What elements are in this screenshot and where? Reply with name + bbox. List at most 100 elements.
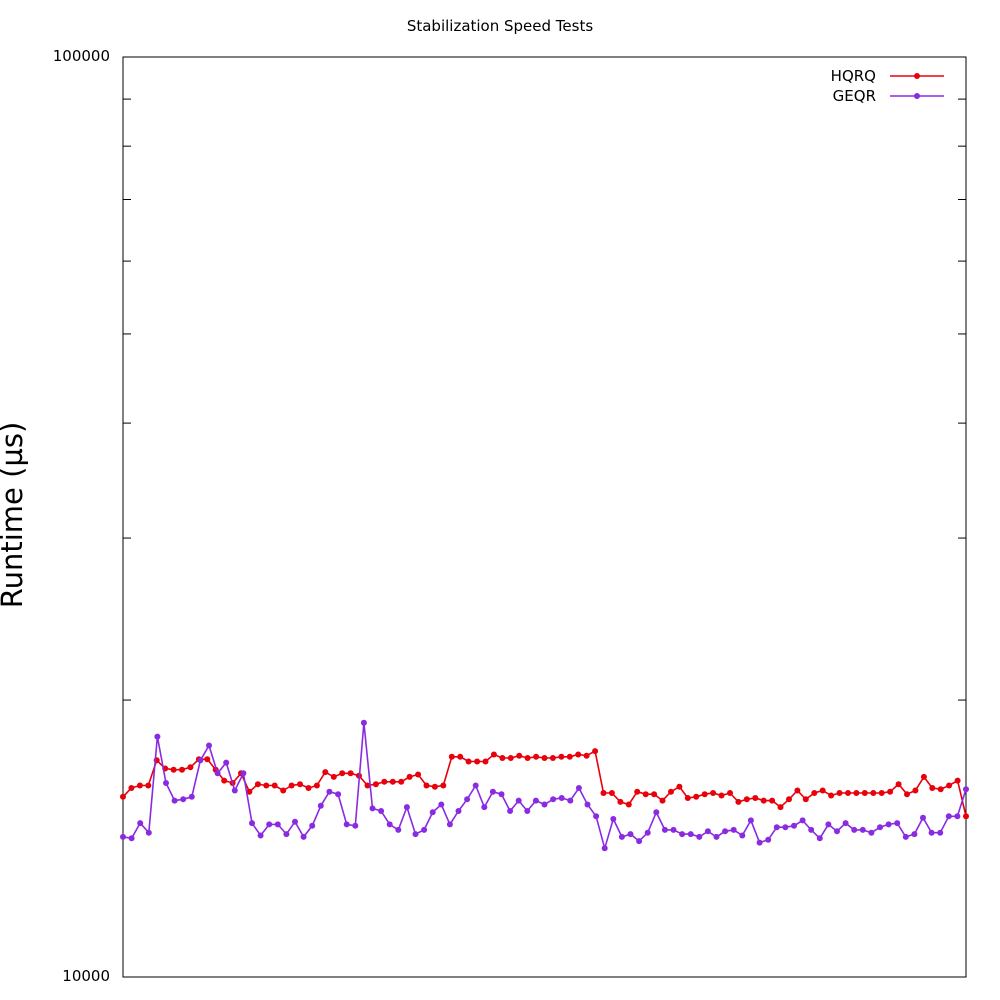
data-point-hqrq: [727, 790, 733, 796]
data-point-hqrq: [347, 770, 354, 777]
data-point-hqrq: [440, 782, 447, 789]
data-point-hqrq: [743, 796, 750, 803]
data-point-hqrq: [330, 773, 337, 780]
data-point-geqr: [163, 780, 169, 786]
data-point-geqr: [180, 796, 187, 803]
data-point-hqrq: [769, 797, 776, 804]
data-point-geqr: [773, 824, 780, 831]
data-point-geqr: [885, 821, 892, 828]
data-point-hqrq: [549, 755, 556, 761]
data-point-geqr: [438, 801, 445, 808]
data-point-hqrq: [617, 798, 624, 805]
data-point-hqrq: [381, 778, 388, 785]
data-point-hqrq: [457, 753, 464, 760]
data-point-hqrq: [145, 782, 152, 789]
data-point-hqrq: [625, 801, 632, 808]
data-point-geqr: [653, 809, 660, 816]
legend-label-geqr: GEQR: [832, 87, 876, 105]
data-point-geqr: [679, 831, 686, 838]
series-line-geqr: [122, 722, 967, 852]
data-point-geqr: [902, 833, 909, 840]
data-point-hqrq: [887, 788, 894, 795]
data-point-hqrq: [533, 753, 540, 760]
data-point-geqr: [644, 829, 651, 836]
data-point-geqr: [937, 829, 944, 836]
y-axis-label: Runtime (µs): [0, 421, 29, 609]
data-point-geqr: [541, 801, 548, 808]
data-point-hqrq: [760, 797, 767, 804]
data-point-hqrq: [246, 788, 253, 795]
data-point-geqr: [292, 818, 298, 825]
data-point-hqrq: [836, 790, 843, 796]
data-point-geqr: [575, 785, 582, 791]
data-point-hqrq: [406, 773, 413, 780]
data-point-geqr: [558, 795, 565, 801]
data-point-hqrq: [608, 790, 615, 796]
data-point-hqrq: [583, 752, 590, 759]
data-point-hqrq: [516, 752, 523, 759]
data-point-hqrq: [676, 783, 683, 790]
data-point-hqrq: [423, 782, 430, 789]
data-point-geqr: [145, 829, 152, 836]
data-point-hqrq: [389, 778, 396, 785]
data-point-geqr: [455, 808, 462, 814]
data-point-geqr: [704, 828, 711, 835]
data-point-geqr: [808, 826, 815, 833]
legend-marker-hqrq: [914, 73, 920, 79]
data-point-hqrq: [482, 758, 489, 765]
data-point-hqrq: [651, 791, 658, 798]
data-point-hqrq: [786, 796, 792, 803]
data-point-geqr: [636, 838, 643, 845]
data-point-hqrq: [861, 790, 868, 796]
data-point-geqr: [489, 788, 496, 795]
data-point-hqrq: [541, 755, 548, 761]
data-point-hqrq: [828, 792, 835, 799]
legend-marker-geqr: [914, 93, 920, 99]
data-point-hqrq: [634, 788, 641, 795]
y-tick-label-bottom: 10000: [62, 967, 110, 985]
y-tick-label-top: 100000: [52, 47, 110, 65]
data-point-geqr: [274, 821, 281, 828]
data-point-geqr: [206, 742, 212, 749]
data-point-geqr: [782, 824, 789, 831]
data-point-geqr: [825, 821, 832, 828]
data-point-geqr: [326, 788, 333, 795]
data-point-geqr: [223, 759, 230, 766]
data-point-geqr: [120, 833, 126, 840]
data-point-hqrq: [684, 795, 691, 801]
data-point-geqr: [963, 786, 969, 793]
data-point-hqrq: [507, 755, 514, 761]
data-point-geqr: [532, 797, 539, 804]
data-point-hqrq: [263, 782, 270, 789]
y-axis-ticks: [123, 98, 966, 701]
data-point-geqr: [618, 833, 625, 840]
data-point-geqr: [266, 821, 273, 828]
data-point-geqr: [894, 820, 901, 827]
data-point-hqrq: [954, 777, 961, 784]
data-point-hqrq: [735, 798, 742, 805]
data-point-hqrq: [811, 790, 818, 796]
data-point-hqrq: [963, 813, 969, 820]
data-point-hqrq: [794, 787, 801, 794]
data-point-hqrq: [313, 782, 320, 789]
data-point-hqrq: [524, 755, 531, 761]
data-point-hqrq: [668, 788, 674, 795]
data-point-hqrq: [297, 781, 303, 788]
data-point-hqrq: [929, 785, 936, 791]
data-point-geqr: [257, 832, 264, 839]
data-point-hqrq: [718, 792, 725, 799]
data-point-hqrq: [204, 756, 211, 763]
data-point-hqrq: [364, 782, 371, 789]
data-point-geqr: [765, 836, 772, 843]
data-point-geqr: [851, 826, 858, 833]
data-point-geqr: [834, 828, 840, 835]
data-point-geqr: [214, 770, 221, 777]
data-point-geqr: [335, 791, 342, 798]
data-point-geqr: [661, 826, 668, 833]
data-point-geqr: [412, 831, 419, 838]
data-point-hqrq: [912, 787, 919, 794]
data-point-geqr: [756, 839, 763, 846]
data-point-hqrq: [946, 782, 953, 789]
data-point-hqrq: [305, 785, 312, 791]
